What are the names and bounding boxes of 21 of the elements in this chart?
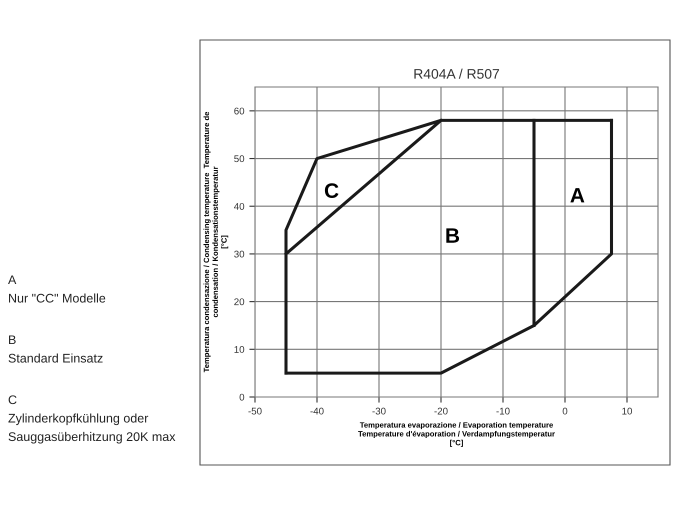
x-tick-label: -10	[496, 408, 510, 415]
annotation: B	[446, 228, 460, 243]
x-tick-label: -40	[310, 408, 324, 415]
y-tick-label: 30	[234, 250, 244, 258]
x-tick-label: -50	[248, 408, 262, 415]
y-tick-label: 40	[234, 202, 244, 210]
y-tick-label: 50	[234, 155, 244, 162]
x-tick-label: 10	[622, 408, 632, 415]
x-tick-label: -30	[372, 408, 386, 415]
y-tick-label: 0	[240, 394, 244, 401]
text: C Zylinderkopfkühlung oder Sauggasüberhitzung 20K max	[8, 395, 176, 444]
annotation: C	[324, 183, 339, 198]
y-tick-label: 20	[234, 298, 244, 306]
x-tick-label: -20	[434, 408, 448, 415]
chart-title: R404A / R507	[414, 68, 500, 79]
text: A Nur "CC" Modelle	[8, 275, 106, 303]
annotation: A	[570, 188, 584, 202]
y-tick-label: 10	[234, 346, 244, 353]
x-tick-label: 0	[562, 408, 568, 415]
y-tick-label: 60	[234, 108, 244, 114]
text: B Standard Einsatz	[8, 335, 103, 363]
